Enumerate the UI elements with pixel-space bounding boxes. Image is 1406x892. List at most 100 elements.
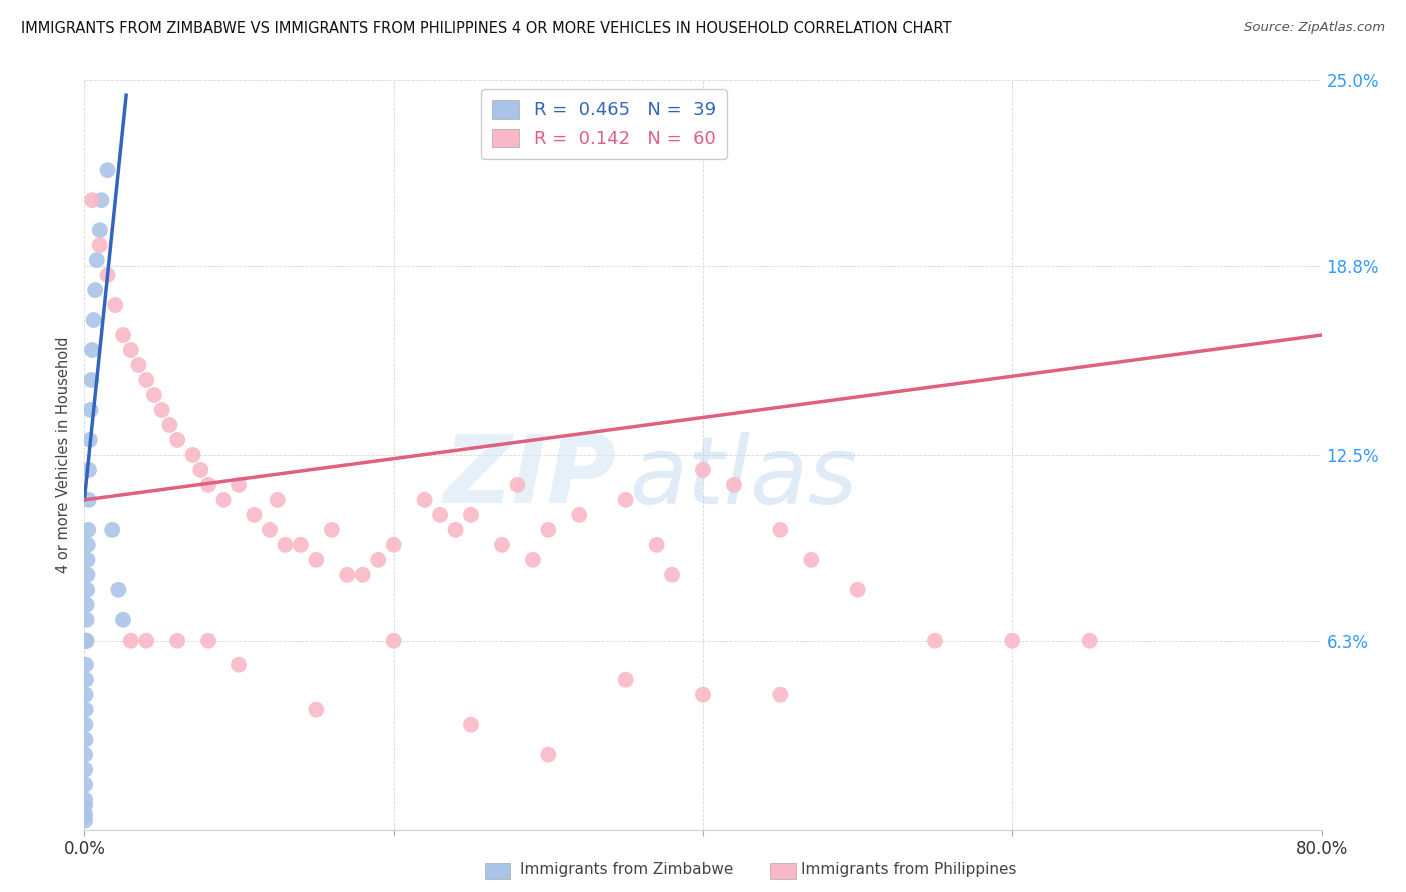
Point: [77, 523, 100, 537]
Point: [429, 508, 451, 522]
Point: [76, 598, 98, 612]
Point: [228, 657, 250, 672]
Text: ZIP: ZIP: [443, 432, 616, 524]
Point: [75, 673, 97, 687]
Point: [159, 417, 180, 432]
Point: [83, 313, 105, 327]
Point: [382, 633, 405, 648]
Point: [267, 492, 290, 507]
Point: [75, 688, 97, 702]
Point: [96, 268, 118, 282]
Point: [75, 763, 97, 777]
Point: [75, 633, 97, 648]
Point: [769, 688, 792, 702]
Point: [75, 633, 97, 648]
Point: [76, 538, 98, 552]
Point: [150, 403, 173, 417]
Point: [82, 343, 104, 357]
Point: [413, 492, 436, 507]
Point: [197, 478, 219, 492]
Point: [1078, 633, 1101, 648]
Point: [76, 567, 98, 582]
Point: [75, 747, 97, 762]
Point: [228, 478, 250, 492]
Point: [614, 673, 637, 687]
Point: [75, 717, 97, 731]
Point: [1001, 633, 1024, 648]
Point: [645, 538, 668, 552]
Point: [522, 553, 544, 567]
Point: [75, 703, 97, 717]
Point: [84, 283, 107, 297]
Point: [800, 553, 823, 567]
Point: [692, 688, 714, 702]
Text: atlas: atlas: [628, 432, 858, 523]
Text: Immigrants from Philippines: Immigrants from Philippines: [801, 863, 1017, 877]
Point: [382, 538, 405, 552]
Text: Immigrants from Zimbabwe: Immigrants from Zimbabwe: [520, 863, 734, 877]
Point: [75, 807, 97, 822]
Point: [188, 463, 212, 477]
Point: [75, 657, 97, 672]
Point: [120, 343, 142, 357]
Point: [491, 538, 513, 552]
Point: [89, 223, 111, 237]
Legend: R =  0.465   N =  39, R =  0.142   N =  60: R = 0.465 N = 39, R = 0.142 N = 60: [481, 89, 727, 159]
Point: [135, 633, 157, 648]
Point: [321, 523, 343, 537]
Point: [166, 433, 188, 447]
Point: [75, 792, 97, 806]
Point: [76, 613, 98, 627]
Text: Source: ZipAtlas.com: Source: ZipAtlas.com: [1244, 21, 1385, 34]
Point: [89, 238, 111, 252]
Point: [305, 553, 328, 567]
Point: [243, 508, 266, 522]
Point: [460, 717, 482, 731]
Point: [367, 553, 389, 567]
Point: [82, 193, 104, 207]
Point: [846, 582, 869, 597]
Point: [75, 778, 97, 792]
Point: [107, 582, 129, 597]
Point: [506, 478, 529, 492]
Point: [924, 633, 946, 648]
Point: [197, 633, 219, 648]
Y-axis label: 4 or more Vehicles in Household: 4 or more Vehicles in Household: [56, 336, 72, 574]
Point: [75, 814, 97, 828]
Point: [274, 538, 297, 552]
Point: [692, 463, 714, 477]
Point: [77, 492, 100, 507]
Point: [96, 163, 118, 178]
Point: [444, 523, 467, 537]
Point: [166, 633, 188, 648]
Point: [135, 373, 157, 387]
Point: [723, 478, 745, 492]
Point: [259, 523, 281, 537]
Point: [352, 567, 374, 582]
Point: [77, 463, 100, 477]
Point: [143, 388, 166, 402]
Point: [90, 193, 112, 207]
Text: IMMIGRANTS FROM ZIMBABWE VS IMMIGRANTS FROM PHILIPPINES 4 OR MORE VEHICLES IN HO: IMMIGRANTS FROM ZIMBABWE VS IMMIGRANTS F…: [21, 21, 952, 36]
Point: [112, 328, 135, 343]
Point: [181, 448, 204, 462]
Point: [76, 582, 98, 597]
Point: [112, 613, 135, 627]
Point: [614, 492, 637, 507]
Point: [212, 492, 235, 507]
Point: [769, 523, 792, 537]
Point: [120, 633, 142, 648]
Point: [661, 567, 683, 582]
Point: [75, 633, 97, 648]
Point: [75, 732, 97, 747]
Point: [76, 553, 98, 567]
Point: [305, 703, 328, 717]
Point: [101, 523, 124, 537]
Point: [79, 433, 101, 447]
Point: [104, 298, 127, 312]
Point: [537, 523, 560, 537]
Point: [127, 358, 149, 372]
Point: [75, 633, 97, 648]
Point: [336, 567, 359, 582]
Point: [568, 508, 591, 522]
